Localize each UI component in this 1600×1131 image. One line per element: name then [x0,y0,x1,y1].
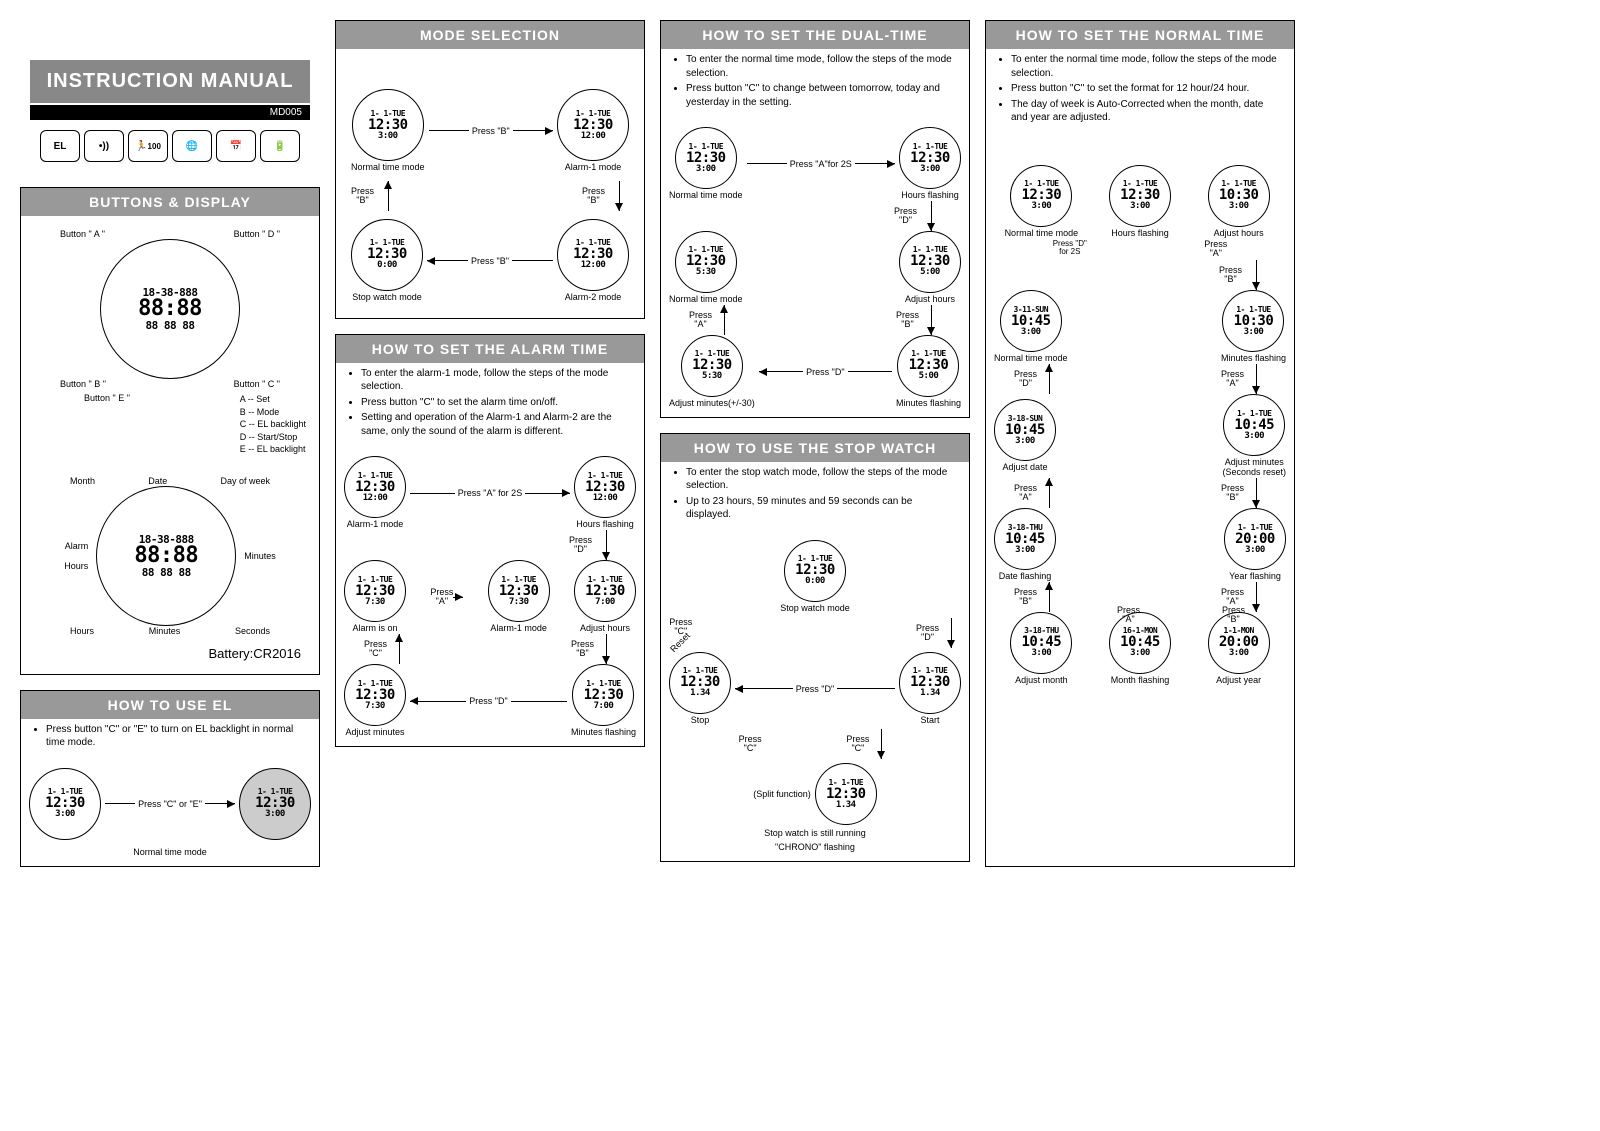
alarm-title: HOW TO SET THE ALARM TIME [336,335,644,363]
label-seconds: Seconds [235,626,270,636]
mode-watch-normal: 1- 1-TUE12:303:00 [352,89,424,161]
alarm-panel: HOW TO SET THE ALARM TIME To enter the a… [335,334,645,747]
feature-batt: 🔋 [260,130,300,162]
label-button-a: Button " A " [60,229,105,239]
dual-w1: 1- 1-TUE12:303:00 [675,127,737,189]
manual-title: INSTRUCTION MANUAL [30,60,310,103]
stopwatch-panel: HOW TO USE THE STOP WATCH To enter the s… [660,433,970,863]
el-bullet: Press button "C" or "E" to turn on EL ba… [46,723,304,750]
label-button-d: Button " D " [234,229,280,239]
nt-w5: 1- 1-TUE10:303:00 [1222,290,1284,352]
watch-diagram-buttons: 18-38-888 88:88 88 88 88 [100,239,240,379]
stopwatch-title: HOW TO USE THE STOP WATCH [661,434,969,462]
dual-w3: 1- 1-TUE12:305:30 [675,231,737,293]
alarm-w4: 1- 1-TUE12:307:30 [488,560,550,622]
mode-arrow-v2 [609,181,629,211]
feature-el: EL [40,130,80,162]
watch-diagram-display: 18-38-888 88:88 88 88 88 [96,486,236,626]
mode-arrow-v1 [378,181,398,211]
nt-w6: 3-18-SUN10:453:00 [994,399,1056,461]
label-button-e: Button " E " [84,393,130,456]
dual-w5: 1- 1-TUE12:305:30 [681,335,743,397]
alarm-w2: 1- 1-TUE12:3012:00 [574,456,636,518]
el-caption: Normal time mode [21,848,319,866]
mode-title: MODE SELECTION [336,21,644,49]
mode-arrow-1: Press "B" [429,126,553,136]
mode-watch-alarm1: 1- 1-TUE12:3012:00 [557,89,629,161]
alarm-w6: 1- 1-TUE12:307:30 [344,664,406,726]
label-minutes: Minutes [244,551,276,561]
label-hours2: Hours [70,626,94,636]
label-month: Month [70,476,95,486]
sw-w2: 1- 1-TUE12:301.34 [669,652,731,714]
nt-w3: 1- 1-TUE10:303:00 [1208,165,1270,227]
manual-header-panel: INSTRUCTION MANUAL MD005 EL •)) 🏃100 🌐 📅… [20,20,320,172]
nt-w4: 3-11-SUN10:453:00 [1000,290,1062,352]
feature-100: 🏃100 [128,130,168,162]
feature-dualt: 🌐 [172,130,212,162]
sw-w4: 1- 1-TUE12:301.34 [815,763,877,825]
dual-title: HOW TO SET THE DUAL-TIME [661,21,969,49]
nt-w8: 3-18-THU10:453:00 [994,508,1056,570]
sw-w1: 1- 1-TUE12:300:00 [784,540,846,602]
battery-label: Battery:CR2016 [29,641,311,666]
nt-w2: 1- 1-TUE12:303:00 [1109,165,1171,227]
alarm-w1: 1- 1-TUE12:3012:00 [344,456,406,518]
label-date: Date [148,476,167,486]
mode-watch-stop: 1- 1-TUE12:300:00 [351,219,423,291]
nt-w1: 1- 1-TUE12:303:00 [1010,165,1072,227]
el-arrow: Press "C" or "E" [105,799,235,809]
el-title: HOW TO USE EL [21,691,319,719]
label-minutes2: Minutes [149,626,181,636]
alarm-w7: 1- 1-TUE12:307:00 [572,664,634,726]
dual-w4: 1- 1-TUE12:305:00 [899,231,961,293]
dual-w6: 1- 1-TUE12:305:00 [897,335,959,397]
sw-w3: 1- 1-TUE12:301.34 [899,652,961,714]
mode-panel: MODE SELECTION 1- 1-TUE12:303:00 Normal … [335,20,645,319]
buttons-display-panel: BUTTONS & DISPLAY Button " A " Button " … [20,187,320,675]
label-button-b: Button " B " [60,379,106,389]
el-panel: HOW TO USE EL Press button "C" or "E" to… [20,690,320,867]
nt-w9: 1- 1-TUE20:003:00 [1224,508,1286,570]
dual-panel: HOW TO SET THE DUAL-TIME To enter the no… [660,20,970,418]
normal-time-panel: HOW TO SET THE NORMAL TIME To enter the … [985,20,1295,867]
dual-w2: 1- 1-TUE12:303:00 [899,127,961,189]
feature-icons: EL •)) 🏃100 🌐 📅 🔋 [20,120,320,172]
nt-w7: 1- 1-TUE10:453:00 [1223,394,1285,456]
button-legend: A -- Set B -- Mode C -- EL backlight D -… [240,393,306,456]
alarm-w5: 1- 1-TUE12:307:00 [574,560,636,622]
normal-title: HOW TO SET THE NORMAL TIME [986,21,1294,49]
alarm-w3: 1- 1-TUE12:307:30 [344,560,406,622]
label-button-c: Button " C " [234,379,280,389]
el-watch-1: 1- 1-TUE12:303:00 [29,768,101,840]
el-watch-2: 1- 1-TUE12:303:00 [239,768,311,840]
mode-watch-alarm2: 1- 1-TUE12:3012:00 [557,219,629,291]
label-dow: Day of week [220,476,270,486]
nt-w10: 3-18-THU10:453:00 [1010,612,1072,674]
feature-sound: •)) [84,130,124,162]
label-alarm: Alarm [64,541,88,551]
label-hours: Hours [64,561,88,571]
model-number: MD005 [30,105,310,120]
feature-cal: 📅 [216,130,256,162]
buttons-display-title: BUTTONS & DISPLAY [21,188,319,216]
mode-arrow-2: Press "B" [427,256,553,266]
